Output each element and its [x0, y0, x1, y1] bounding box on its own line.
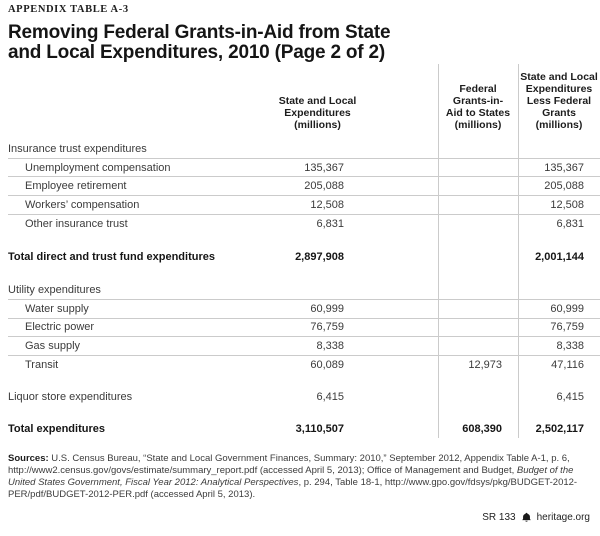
row-label: Liquor store expenditures — [8, 390, 133, 403]
table-header-row: State and Local Expenditures (millions) … — [8, 64, 600, 140]
table-row-electric-power: Electric power 76,759 76,759 — [8, 319, 600, 338]
page-title-line1: Removing Federal Grants-in-Aid from Stat… — [8, 22, 391, 43]
report-id: SR 133 — [482, 512, 516, 523]
cell-value: 60,089 — [310, 359, 344, 372]
sources-text-2: , p. 294, Table 18-1, http://www.gpo.gov… — [8, 476, 578, 500]
cell-value: 135,367 — [304, 161, 344, 174]
table-row-total-expenditures: Total expenditures 3,110,507 608,390 2,5… — [8, 419, 600, 438]
sources-text-1: U.S. Census Bureau, “State and Local Gov… — [8, 452, 570, 476]
cell-value: 8,338 — [556, 340, 584, 353]
sources-note: Sources: U.S. Census Bureau, “State and … — [8, 453, 590, 501]
row-label: Utility expenditures — [8, 283, 101, 296]
cell-value: 76,759 — [310, 321, 344, 334]
row-label: Employee retirement — [25, 180, 127, 193]
cell-value: 135,367 — [544, 161, 584, 174]
cell-value: 12,973 — [468, 359, 502, 372]
site-domain: heritage.org — [536, 512, 590, 523]
row-label: Other insurance trust — [25, 218, 128, 231]
row-label: Unemployment compensation — [25, 161, 171, 174]
cell-value: 6,831 — [316, 218, 344, 231]
row-label: Transit — [25, 359, 59, 372]
table-row-unemployment: Unemployment compensation 135,367 135,36… — [8, 159, 600, 178]
cell-value: 12,508 — [550, 198, 584, 211]
bell-icon — [521, 512, 531, 522]
table-row-transit: Transit 60,089 12,973 47,116 — [8, 356, 600, 375]
cell-value: 6,831 — [556, 218, 584, 231]
cell-value: 76,759 — [550, 321, 584, 334]
data-table: State and Local Expenditures (millions) … — [8, 64, 600, 438]
table-row-workers-comp: Workers’ compensation 12,508 12,508 — [8, 196, 600, 215]
row-label: Electric power — [25, 321, 95, 334]
footer: SR 133 heritage.org — [482, 512, 590, 523]
row-label: Water supply — [25, 302, 89, 315]
table-row-total-direct-trust: Total direct and trust fund expenditures… — [8, 247, 600, 266]
table-row-employee-retirement: Employee retirement 205,088 205,088 — [8, 177, 600, 197]
cell-value: 60,999 — [310, 302, 344, 315]
column-header-less-federal: State and Local Expenditures Less Federa… — [520, 71, 598, 131]
cell-value: 47,116 — [551, 359, 584, 372]
table-row-water-supply: Water supply 60,999 60,999 — [8, 300, 600, 319]
page-title: Removing Federal Grants-in-Aid from Stat… — [8, 23, 600, 62]
cell-value: 3,110,507 — [295, 422, 344, 435]
cell-value: 205,088 — [544, 180, 584, 193]
table-label: APPENDIX TABLE A-3 — [8, 4, 129, 15]
column-divider — [518, 64, 519, 438]
cell-value: 60,999 — [550, 302, 584, 315]
column-header-federal-grants: Federal Grants-in- Aid to States (millio… — [445, 83, 511, 131]
table-row-other-insurance: Other insurance trust 6,831 6,831 — [8, 215, 600, 234]
cell-value: 205,088 — [304, 180, 344, 193]
table-row-utility: Utility expenditures — [8, 281, 600, 300]
cell-value: 2,897,908 — [295, 250, 344, 263]
cell-value: 2,502,117 — [535, 422, 584, 435]
table-row-insurance-trust: Insurance trust expenditures — [8, 140, 600, 159]
row-label: Workers’ compensation — [25, 198, 140, 211]
column-header-state-local: State and Local Expenditures (millions) — [278, 95, 357, 131]
sources-italic-title: Budget of the United States Government, … — [8, 464, 574, 488]
cell-value: 608,390 — [462, 422, 502, 435]
table-row-gas-supply: Gas supply 8,338 8,338 — [8, 337, 600, 356]
row-label: Total direct and trust fund expenditures — [8, 250, 215, 263]
cell-value: 12,508 — [310, 198, 344, 211]
page-title-line2: and Local Expenditures, 2010 (Page 2 of … — [8, 41, 385, 63]
cell-value: 2,001,144 — [535, 250, 584, 263]
table-row-liquor-store: Liquor store expenditures 6,415 6,415 — [8, 388, 600, 407]
column-divider — [438, 64, 439, 438]
cell-value: 6,415 — [556, 390, 584, 403]
cell-value: 6,415 — [316, 390, 344, 403]
row-label: Gas supply — [25, 340, 81, 353]
sources-label: Sources: — [8, 452, 49, 464]
cell-value: 8,338 — [316, 340, 344, 353]
row-label: Insurance trust expenditures — [8, 142, 147, 155]
row-label: Total expenditures — [8, 422, 105, 435]
